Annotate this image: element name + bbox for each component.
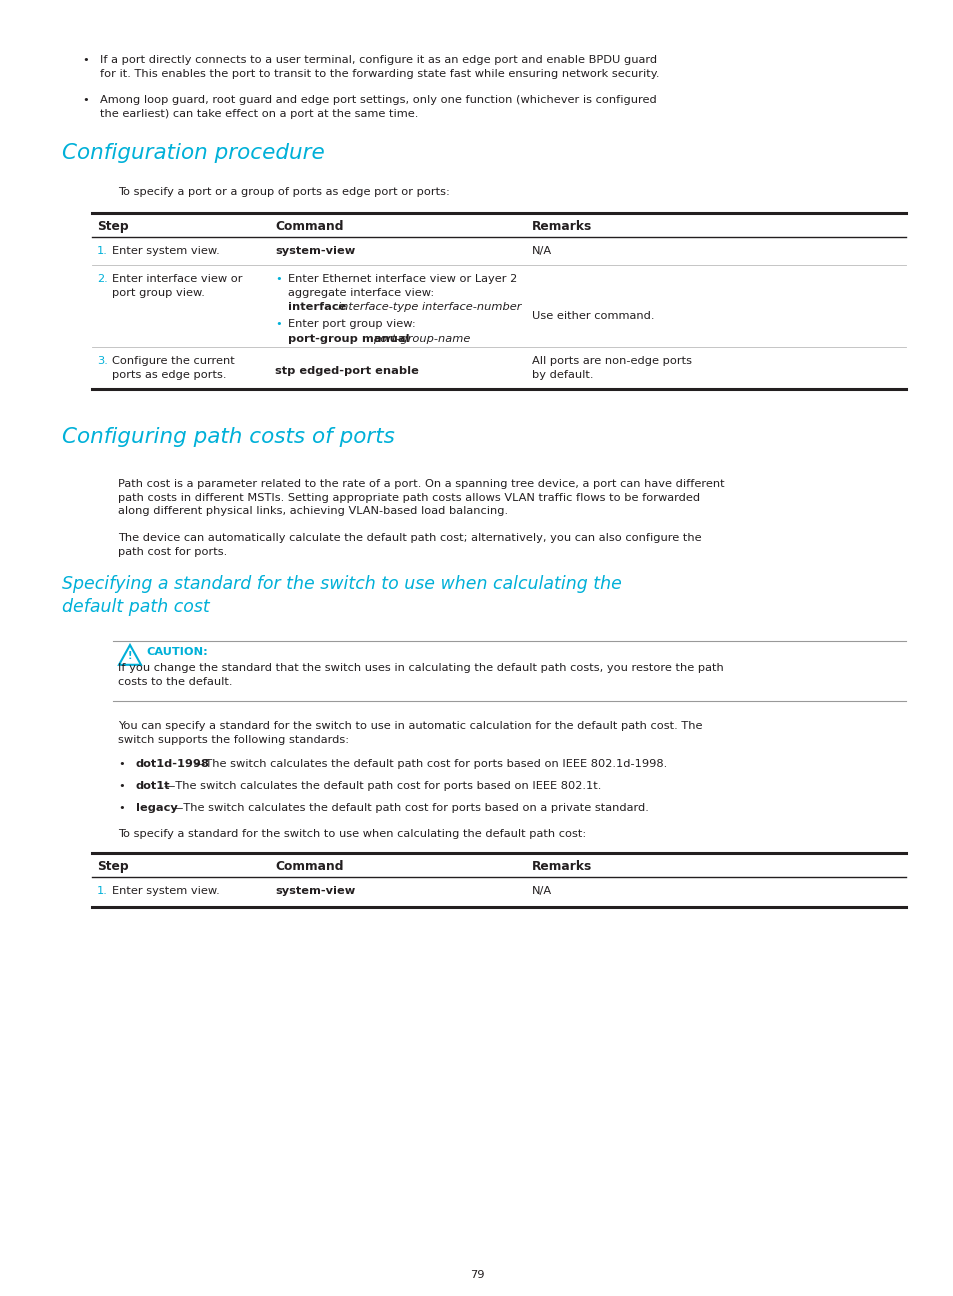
Text: Use either command.: Use either command. (532, 311, 654, 321)
Text: —The switch calculates the default path cost for ports based on IEEE 802.1d-1998: —The switch calculates the default path … (193, 759, 666, 769)
Text: legacy: legacy (136, 804, 177, 813)
Text: N/A: N/A (532, 246, 552, 257)
Text: •: • (274, 273, 281, 284)
Text: 1.: 1. (97, 886, 108, 896)
Text: 1.: 1. (97, 246, 108, 257)
Text: •: • (118, 781, 125, 791)
Text: •: • (118, 804, 125, 813)
Text: Configure the current
ports as edge ports.: Configure the current ports as edge port… (112, 356, 234, 380)
Text: Specifying a standard for the switch to use when calculating the
default path co: Specifying a standard for the switch to … (62, 575, 621, 616)
Text: system-view: system-view (274, 246, 355, 257)
Text: Configuration procedure: Configuration procedure (62, 143, 324, 163)
Text: interface: interface (288, 302, 350, 312)
Text: —The switch calculates the default path cost for ports based on IEEE 802.1t.: —The switch calculates the default path … (164, 781, 600, 791)
Text: dot1t: dot1t (136, 781, 171, 791)
Text: You can specify a standard for the switch to use in automatic calculation for th: You can specify a standard for the switc… (118, 721, 701, 745)
Text: If a port directly connects to a user terminal, configure it as an edge port and: If a port directly connects to a user te… (100, 54, 659, 79)
Text: N/A: N/A (532, 886, 552, 896)
Text: •: • (82, 54, 89, 65)
Text: Enter system view.: Enter system view. (112, 246, 219, 257)
Text: 2.: 2. (97, 273, 108, 284)
Text: interface-type interface-number: interface-type interface-number (337, 302, 521, 312)
Text: Enter interface view or
port group view.: Enter interface view or port group view. (112, 273, 242, 298)
Text: •: • (118, 759, 125, 769)
Text: The device can automatically calculate the default path cost; alternatively, you: The device can automatically calculate t… (118, 533, 700, 556)
Text: dot1d-1998: dot1d-1998 (136, 759, 210, 769)
Text: stp edged-port enable: stp edged-port enable (274, 365, 418, 376)
Text: Enter port group view:: Enter port group view: (288, 319, 416, 329)
Text: To specify a standard for the switch to use when calculating the default path co: To specify a standard for the switch to … (118, 829, 586, 839)
Text: •: • (82, 95, 89, 105)
Text: Command: Command (274, 861, 343, 874)
Text: Path cost is a parameter related to the rate of a port. On a spanning tree devic: Path cost is a parameter related to the … (118, 480, 724, 516)
Text: Enter system view.: Enter system view. (112, 886, 219, 896)
Text: To specify a port or a group of ports as edge port or ports:: To specify a port or a group of ports as… (118, 187, 450, 197)
Text: Command: Command (274, 220, 343, 233)
Text: CAUTION:: CAUTION: (146, 647, 208, 657)
Text: port-group-name: port-group-name (373, 334, 470, 343)
Text: Step: Step (97, 220, 129, 233)
Text: Configuring path costs of ports: Configuring path costs of ports (62, 426, 395, 447)
Text: Remarks: Remarks (532, 861, 592, 874)
Text: 79: 79 (469, 1270, 484, 1280)
Text: Step: Step (97, 861, 129, 874)
Text: 3.: 3. (97, 356, 108, 365)
Text: Enter Ethernet interface view or Layer 2
aggregate interface view:: Enter Ethernet interface view or Layer 2… (288, 273, 517, 298)
Text: If you change the standard that the switch uses in calculating the default path : If you change the standard that the swit… (118, 664, 723, 687)
Text: •: • (274, 319, 281, 329)
Text: —The switch calculates the default path cost for ports based on a private standa: —The switch calculates the default path … (172, 804, 648, 813)
Text: Among loop guard, root guard and edge port settings, only one function (whicheve: Among loop guard, root guard and edge po… (100, 95, 656, 119)
Text: !: ! (128, 651, 132, 661)
Text: system-view: system-view (274, 886, 355, 896)
Text: port-group manual: port-group manual (288, 334, 414, 343)
Text: All ports are non-edge ports
by default.: All ports are non-edge ports by default. (532, 356, 691, 380)
Text: Remarks: Remarks (532, 220, 592, 233)
